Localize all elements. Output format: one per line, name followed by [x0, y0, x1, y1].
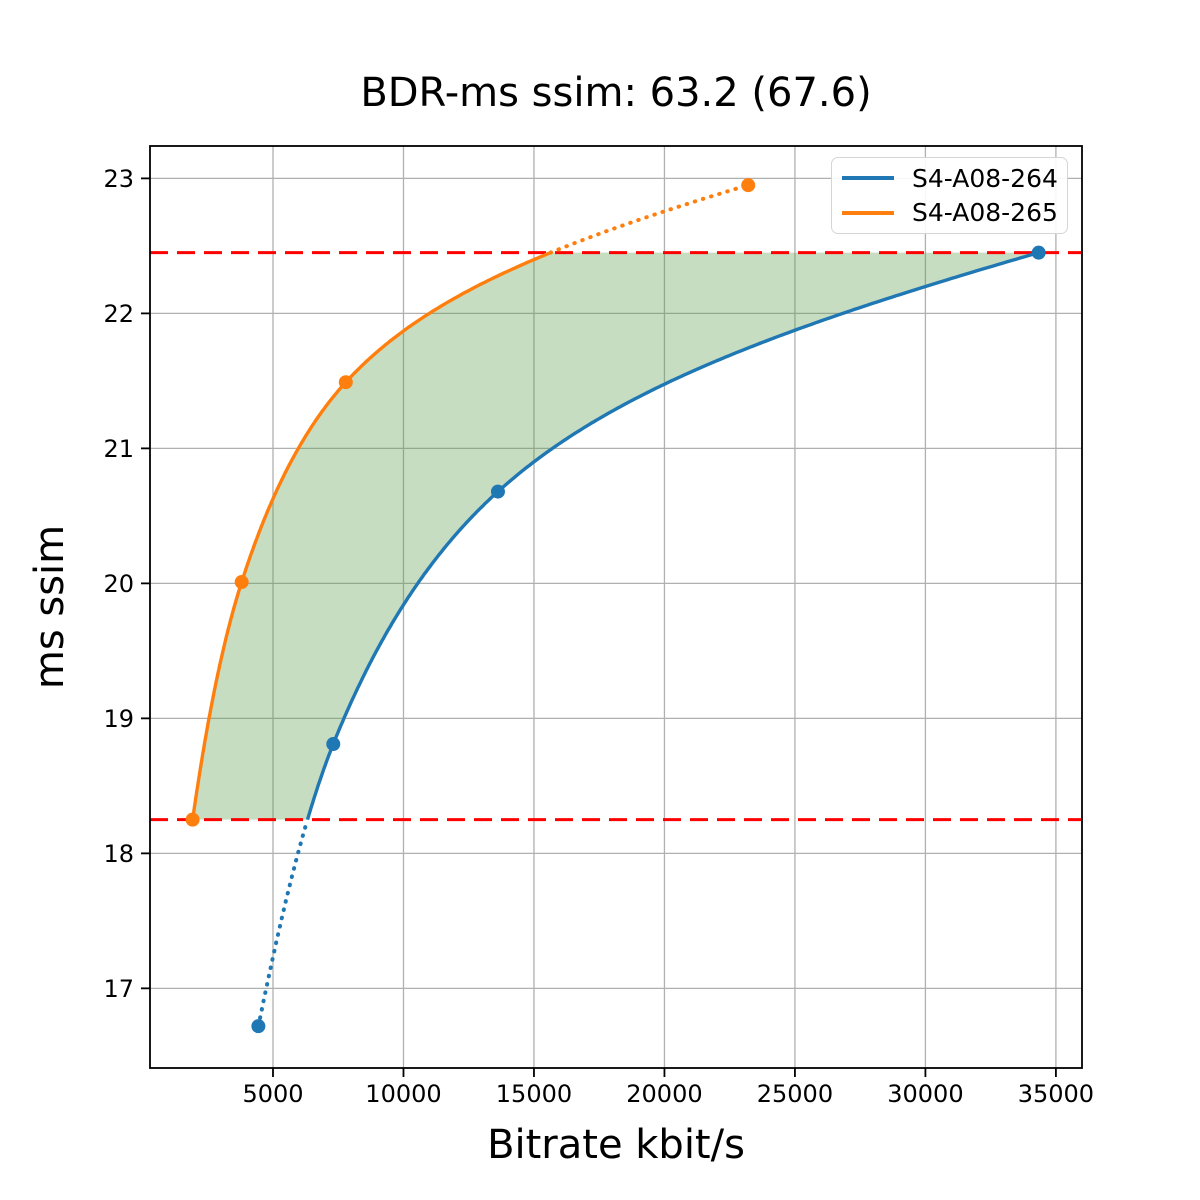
shaded-bd-region — [192, 252, 1039, 820]
x-axis-label: Bitrate kbit/s — [487, 1122, 745, 1168]
y-tick-label: 18 — [103, 840, 134, 868]
data-point-s4-a08-265 — [741, 178, 756, 193]
axes-border — [149, 145, 1083, 1069]
y-tick-label: 23 — [103, 165, 134, 193]
y-tick-label: 21 — [103, 435, 134, 463]
series-curve-s4-a08-265 — [548, 183, 751, 255]
legend-item-series-0: S4-A08-264 — [832, 164, 1067, 193]
legend-line-sample-icon — [842, 176, 894, 180]
series-curve-s4-a08-264 — [305, 250, 1040, 821]
data-point-s4-a08-264 — [490, 484, 505, 499]
x-tick-label: 5000 — [242, 1080, 303, 1108]
series-curve-s4-a08-264 — [256, 817, 310, 1029]
x-tick-label: 30000 — [887, 1080, 963, 1108]
data-point-s4-a08-265 — [338, 375, 353, 390]
y-tick-label: 22 — [103, 300, 134, 328]
x-tick-label: 25000 — [757, 1080, 833, 1108]
data-point-s4-a08-264 — [1031, 245, 1046, 260]
y-tick-label: 17 — [103, 975, 134, 1003]
legend-label: S4-A08-265 — [912, 198, 1058, 228]
data-point-s4-a08-264 — [251, 1019, 266, 1034]
legend-item-series-1: S4-A08-265 — [832, 198, 1067, 227]
x-tick-label: 10000 — [365, 1080, 441, 1108]
legend: S4-A08-264 S4-A08-265 — [831, 157, 1068, 234]
y-tick-label: 19 — [103, 705, 134, 733]
x-tick-label: 20000 — [626, 1080, 702, 1108]
data-point-s4-a08-265 — [185, 812, 200, 827]
data-point-s4-a08-264 — [326, 737, 341, 752]
legend-line-sample-icon — [842, 211, 894, 215]
data-point-s4-a08-265 — [234, 575, 249, 590]
x-tick-label: 35000 — [1018, 1080, 1094, 1108]
y-axis-label: ms ssim — [27, 524, 73, 690]
chart-title: BDR-ms ssim: 63.2 (67.6) — [360, 70, 872, 116]
x-tick-label: 15000 — [496, 1080, 572, 1108]
legend-label: S4-A08-264 — [912, 163, 1058, 193]
series-curve-s4-a08-265 — [190, 251, 552, 820]
y-tick-label: 20 — [103, 570, 134, 598]
